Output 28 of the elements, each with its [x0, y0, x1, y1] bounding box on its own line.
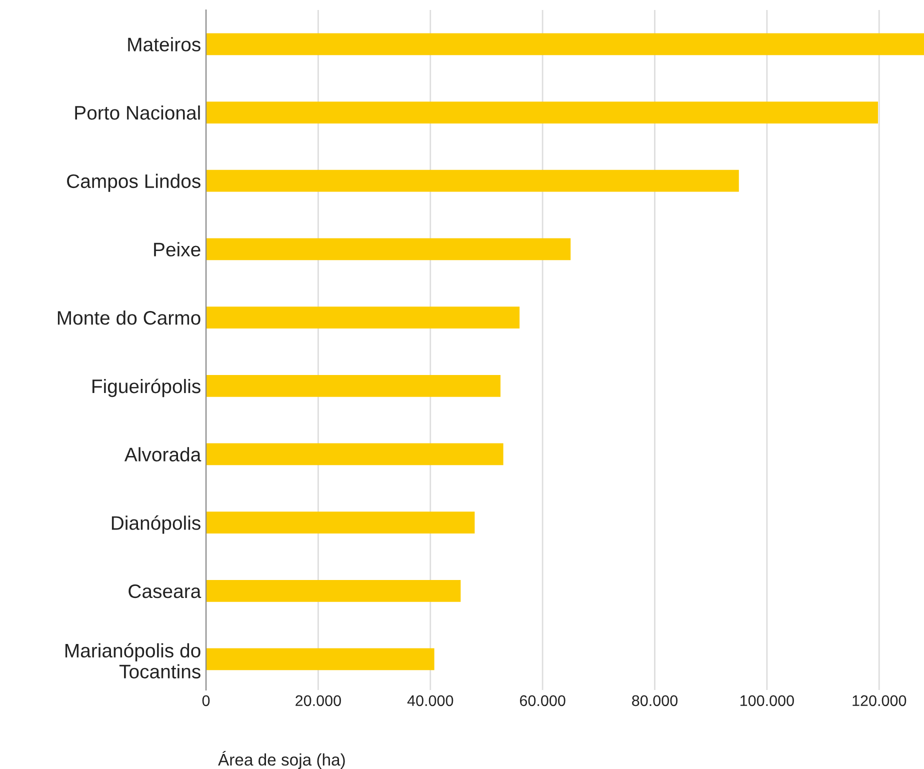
y-tick-label: Porto Nacional: [75, 105, 200, 120]
y-tick-label: Mateiros: [128, 37, 200, 52]
x-axis-title: Área de soja (ha): [218, 751, 345, 769]
y-tick-label: Alvorada: [124, 447, 202, 462]
bar: [206, 306, 520, 328]
y-tick-label: Marianópolis do Tocantins: [65, 643, 200, 678]
bar: [206, 443, 504, 466]
y-tick-label: Caseara: [128, 584, 202, 598]
y-tick-label: Dianópolis: [112, 515, 200, 534]
bar: [206, 648, 434, 670]
x-tick-label: 80.000: [632, 695, 678, 706]
x-tick-label: 60.000: [520, 695, 566, 706]
x-tick-label: 100.000: [740, 695, 794, 706]
x-tick-label: 20.000: [296, 695, 341, 706]
x-tick-label: 0: [202, 695, 210, 706]
x-tick-label: 120.000: [852, 695, 906, 706]
bar: [206, 580, 461, 602]
bar: [206, 374, 500, 397]
y-tick-label: Peixe: [154, 242, 200, 256]
y-tick-label: Monte do Carmo: [58, 310, 200, 325]
bar: [206, 33, 924, 56]
y-tick-label: Figueirópolis: [92, 378, 200, 398]
x-tick-label: 40.000: [407, 695, 454, 706]
bar: [206, 238, 571, 260]
bar: [206, 170, 739, 192]
y-tick-label: Campos Lindos: [67, 174, 200, 192]
bar: [206, 102, 878, 124]
bar: [206, 512, 475, 534]
